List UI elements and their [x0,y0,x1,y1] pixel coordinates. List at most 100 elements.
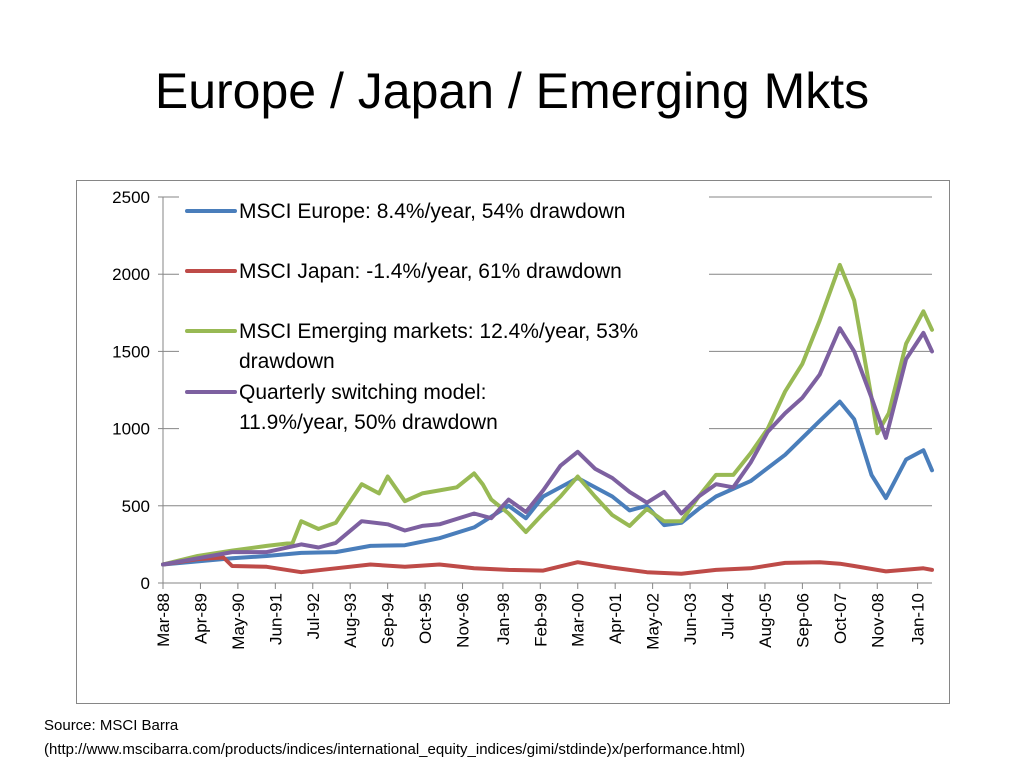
data-point [593,495,597,499]
data-point [766,430,770,434]
data-point [852,417,856,421]
data-point [930,328,934,332]
data-point [576,450,580,454]
data-point [645,507,649,511]
data-point [472,566,476,570]
data-point [610,513,614,517]
data-point [610,495,614,499]
y-tick-label: 0 [141,574,150,593]
data-point [524,510,528,514]
data-point [541,488,545,492]
data-point [265,550,269,554]
data-point [852,349,856,353]
data-point [628,524,632,528]
data-point [593,467,597,471]
data-point [196,556,200,560]
x-tick-label: Mar-00 [569,593,588,647]
data-point [507,568,511,572]
data-point [852,564,856,568]
data-point [481,482,485,486]
data-point [161,562,165,566]
data-point [403,565,407,569]
data-point [870,473,874,477]
data-point [921,566,925,570]
slide-title: Europe / Japan / Emerging Mkts [154,63,870,119]
data-point [904,342,908,346]
data-point [818,560,822,564]
data-point [472,525,476,529]
x-tick-label: Jan-98 [494,593,513,645]
legend-background [179,313,709,375]
data-point [230,556,234,560]
data-point [870,396,874,400]
data-point [838,400,842,404]
data-point [334,521,338,525]
data-point [662,490,666,494]
legend-label-4: Quarterly switching model: [239,381,486,404]
data-point [489,516,493,520]
source-line-1: Source: MSCI Barra [44,717,179,734]
data-point [749,451,753,455]
data-point [930,568,934,572]
data-point [645,501,649,505]
y-tick-label: 500 [122,497,150,516]
x-tick-label: Nov-08 [868,593,887,648]
data-point [783,411,787,415]
data-point [334,566,338,570]
legend-label-2: MSCI Japan: -1.4%/year, 61% drawdown [239,260,622,283]
data-point [230,564,234,568]
data-point [403,543,407,547]
data-point [838,326,842,330]
data-point [368,544,372,548]
data-point [472,471,476,475]
data-point [437,536,441,540]
data-point [662,519,666,523]
y-tick-label: 1500 [112,342,150,361]
data-point [628,508,632,512]
data-point [317,545,321,549]
data-point [731,473,735,477]
data-point [299,542,303,546]
x-tick-label: Feb-99 [531,593,550,647]
data-point [697,495,701,499]
data-point [265,554,269,558]
data-point [221,556,225,560]
data-point [921,309,925,313]
x-tick-label: Jan-10 [909,593,928,645]
y-tick-label: 2000 [112,265,150,284]
data-point [437,562,441,566]
data-point [576,474,580,478]
data-point [800,396,804,400]
data-point [558,464,562,468]
data-point [930,349,934,353]
data-point [930,468,934,472]
data-point [875,431,879,435]
data-point [714,473,718,477]
x-tick-label: Sep-06 [793,593,812,648]
data-point [368,562,372,566]
data-point [838,562,842,566]
data-point [472,512,476,516]
data-point [489,498,493,502]
x-tick-label: Jul-92 [304,593,323,639]
data-point [714,482,718,486]
data-point [921,331,925,335]
legend-label-3: drawdown [239,350,335,373]
chart-frame: 0 500 1000 1500 2000 2500 Mar-88 Apr-89 May-90 Ju… [76,180,950,704]
x-tick-label: Jun-91 [266,593,285,645]
x-tick-label: Nov-96 [454,593,473,648]
x-tick-label: Jun-03 [681,593,700,645]
data-point [818,319,822,323]
data-point [884,496,888,500]
y-tick-label: 1000 [112,420,150,439]
data-point [360,519,364,523]
legend-label-4: 11.9%/year, 50% drawdown [239,411,498,434]
data-point [334,541,338,545]
line-chart: 0 500 1000 1500 2000 2500 Mar-88 Apr-89 May-90 Ju… [112,188,934,650]
legend-background [179,253,709,285]
data-point [800,362,804,366]
data-point [818,419,822,423]
data-point [904,357,908,361]
data-point [420,524,424,528]
data-point [749,479,753,483]
